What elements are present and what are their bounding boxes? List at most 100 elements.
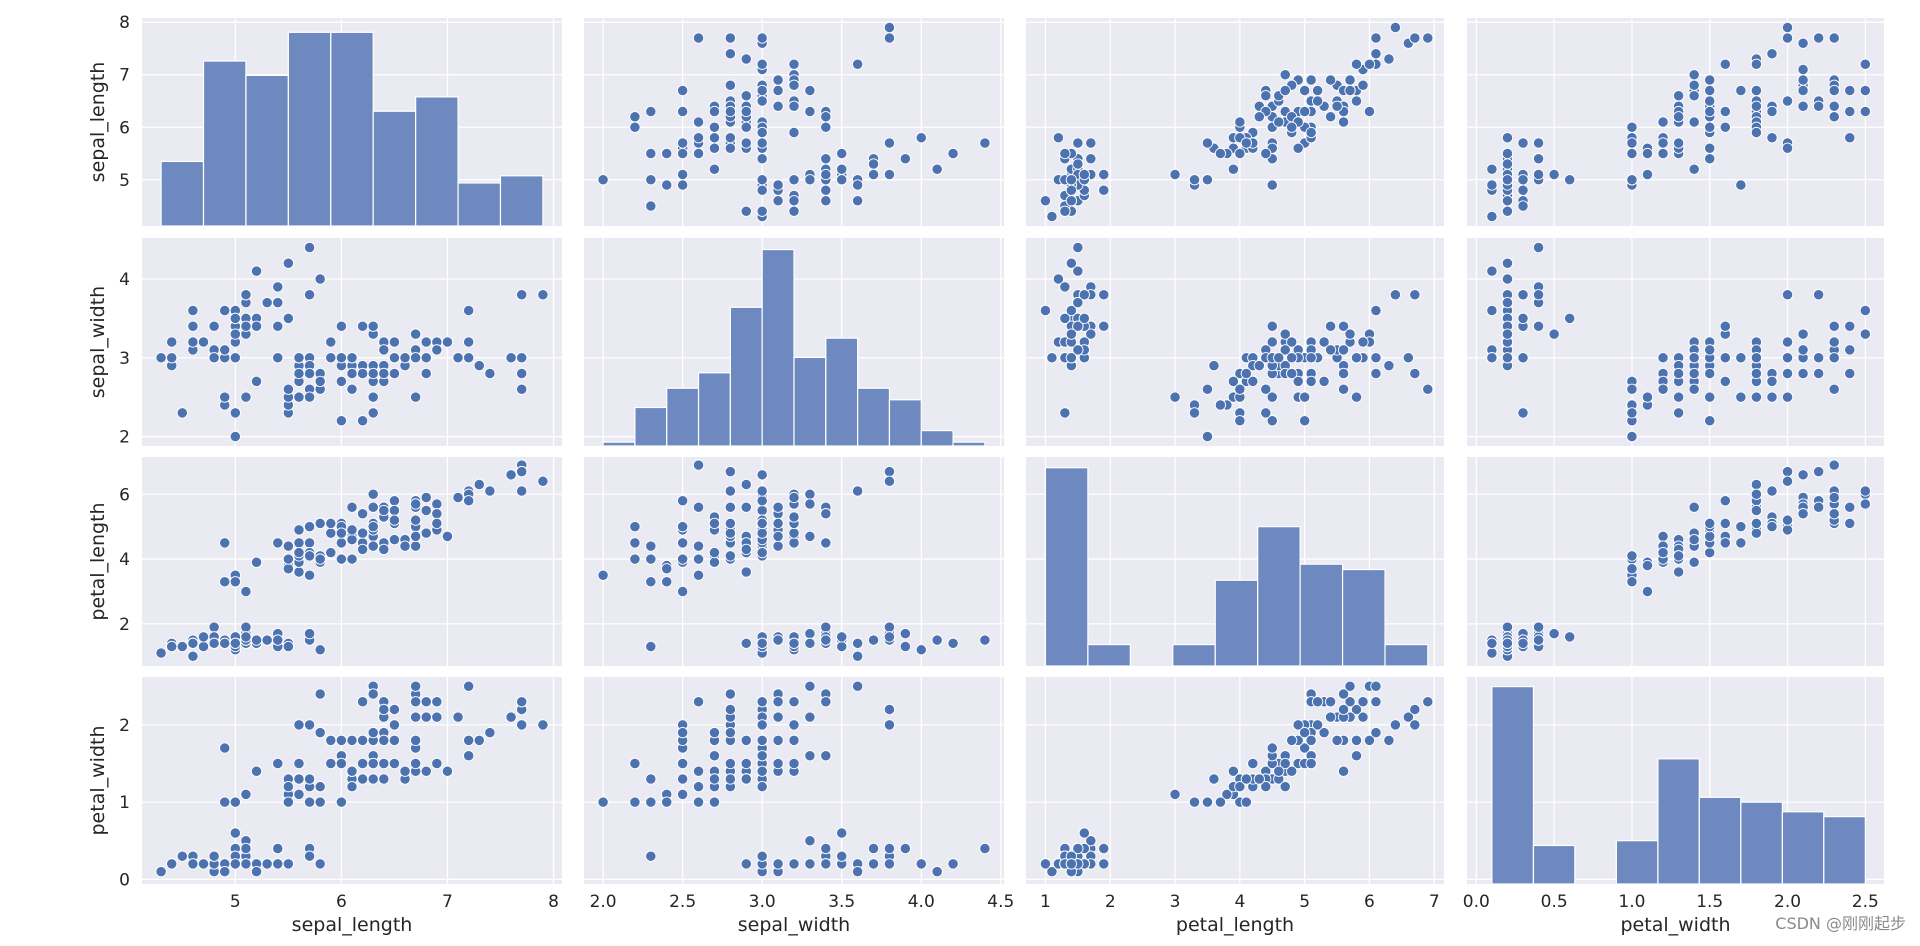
scatter-point bbox=[1501, 257, 1514, 269]
scatter-point bbox=[724, 703, 737, 716]
scatter-point bbox=[1260, 90, 1272, 102]
scatter-point bbox=[335, 734, 348, 746]
scatter-point bbox=[378, 367, 390, 380]
scatter-point bbox=[409, 711, 422, 723]
histogram-bar bbox=[287, 31, 332, 227]
scatter-point bbox=[1065, 328, 1078, 340]
x-tick-label: 1.0 bbox=[1618, 892, 1645, 912]
scatter-point bbox=[293, 546, 305, 559]
scatter-point bbox=[788, 719, 800, 731]
scatter-point bbox=[883, 465, 896, 478]
scatter-point bbox=[1719, 517, 1731, 530]
scatter-point bbox=[1350, 703, 1363, 716]
scatter-point bbox=[661, 576, 673, 588]
scatter-point bbox=[1750, 84, 1763, 97]
scatter-point bbox=[1337, 367, 1350, 380]
scatter-point bbox=[836, 631, 848, 643]
scatter-point bbox=[303, 537, 316, 549]
scatter-point bbox=[1564, 312, 1576, 325]
scatter-point bbox=[756, 32, 768, 44]
scatter-point bbox=[661, 563, 673, 575]
scatter-point bbox=[1350, 391, 1363, 403]
scatter-point bbox=[346, 533, 358, 546]
scatter-point bbox=[692, 540, 705, 552]
scatter-point bbox=[505, 469, 517, 481]
histogram-bar bbox=[1698, 796, 1742, 885]
y-axis-label-petal_width: petal_width bbox=[87, 726, 109, 836]
histogram-bar bbox=[857, 387, 891, 447]
scatter-point bbox=[272, 634, 284, 646]
scatter-point bbox=[820, 634, 832, 646]
scatter-point bbox=[463, 336, 475, 348]
scatter-point bbox=[463, 495, 475, 507]
scatter-point bbox=[1672, 550, 1685, 562]
scatter-point bbox=[314, 796, 326, 808]
scatter-point bbox=[1859, 485, 1871, 497]
scatter-point bbox=[452, 711, 464, 723]
scatter-point bbox=[219, 537, 231, 549]
scatter-point bbox=[1299, 391, 1311, 403]
x-tick-label: 0.0 bbox=[1463, 892, 1490, 912]
scatter-point bbox=[1766, 105, 1778, 118]
scatter-point bbox=[1344, 328, 1356, 340]
y-tick-label: 4 bbox=[119, 550, 130, 570]
scatter-point bbox=[335, 320, 348, 332]
scatter-point bbox=[293, 524, 305, 536]
scatter-point bbox=[645, 147, 657, 160]
scatter-point bbox=[272, 858, 284, 870]
scatter-point bbox=[250, 320, 263, 332]
scatter-point bbox=[1532, 621, 1545, 633]
scatter-point bbox=[229, 430, 241, 443]
scatter-point bbox=[676, 553, 689, 565]
scatter-point bbox=[1735, 537, 1747, 549]
scatter-point bbox=[645, 200, 657, 212]
scatter-point bbox=[1704, 367, 1716, 380]
subplot-sepal_width-vs-petal_length bbox=[1026, 238, 1444, 446]
scatter-point bbox=[1240, 773, 1252, 785]
scatter-point bbox=[1299, 415, 1311, 427]
scatter-point bbox=[724, 688, 737, 700]
scatter-point bbox=[1672, 137, 1685, 149]
scatter-point bbox=[772, 179, 784, 191]
subplot-sepal_width-vs-petal_width bbox=[1467, 238, 1884, 446]
scatter-point bbox=[1844, 84, 1856, 97]
scatter-point bbox=[293, 757, 305, 770]
scatter-point bbox=[756, 546, 768, 559]
scatter-point bbox=[1188, 174, 1201, 186]
scatter-point bbox=[1532, 241, 1545, 254]
scatter-point bbox=[314, 858, 326, 870]
scatter-point bbox=[505, 352, 517, 364]
scatter-point bbox=[772, 100, 784, 112]
x-tick-label: 1.5 bbox=[1696, 892, 1723, 912]
scatter-point bbox=[836, 174, 848, 186]
scatter-point bbox=[1517, 184, 1529, 196]
scatter-point bbox=[367, 773, 379, 785]
scatter-point bbox=[820, 111, 832, 123]
scatter-point bbox=[1766, 48, 1778, 60]
scatter-point bbox=[788, 637, 800, 649]
scatter-point bbox=[1704, 517, 1716, 530]
scatter-point bbox=[804, 627, 816, 640]
scatter-point bbox=[756, 84, 768, 97]
scatter-point bbox=[1672, 391, 1685, 403]
scatter-point bbox=[229, 858, 241, 870]
scatter-point bbox=[240, 788, 252, 801]
scatter-point bbox=[724, 757, 737, 770]
scatter-point bbox=[463, 352, 475, 364]
scatter-point bbox=[261, 634, 273, 646]
scatter-point bbox=[431, 498, 443, 510]
scatter-point bbox=[1409, 703, 1421, 716]
subplot-sepal_width-vs-sepal_width bbox=[584, 238, 1004, 447]
scatter-point bbox=[303, 627, 316, 640]
scatter-point bbox=[1719, 121, 1731, 133]
scatter-point bbox=[367, 391, 379, 403]
scatter-point bbox=[1626, 137, 1638, 149]
scatter-point bbox=[1704, 121, 1716, 133]
histogram-bar bbox=[1087, 643, 1131, 667]
scatter-point bbox=[772, 757, 784, 770]
scatter-point bbox=[367, 540, 379, 552]
x-tick-label: 7 bbox=[1429, 892, 1440, 912]
subplot-petal_length-vs-sepal_length bbox=[142, 457, 562, 666]
scatter-point bbox=[629, 111, 641, 123]
scatter-point bbox=[597, 174, 609, 186]
